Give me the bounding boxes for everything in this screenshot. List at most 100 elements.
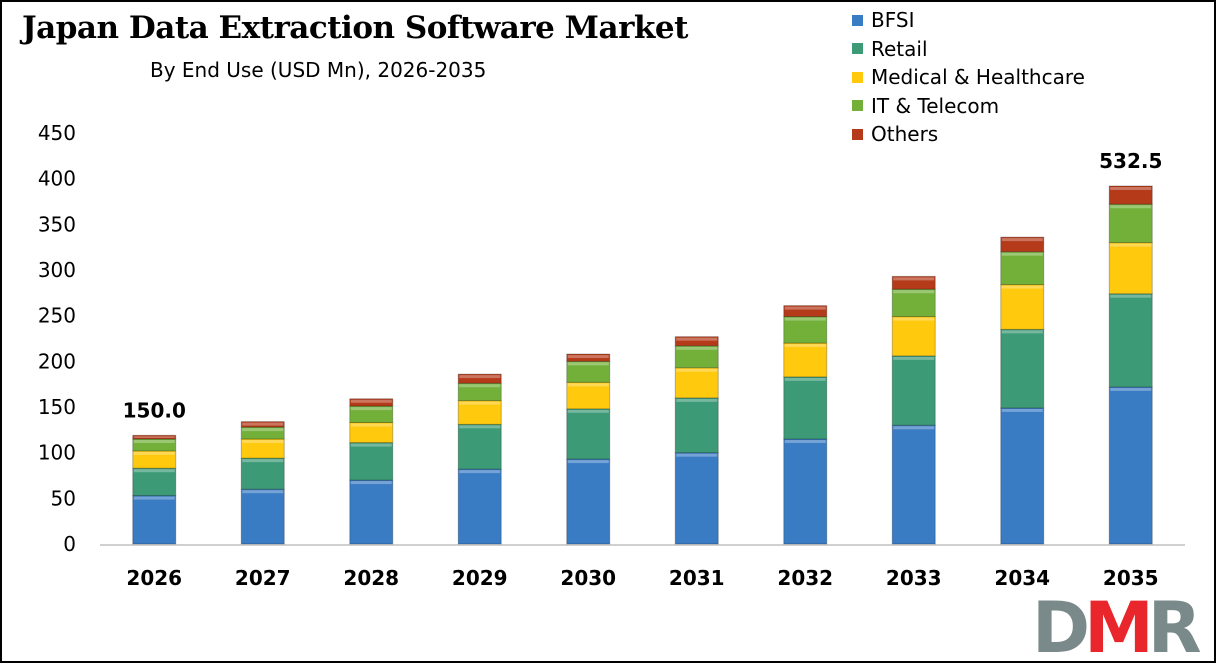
bar-segment	[674, 336, 719, 347]
bar-segment-highlight	[567, 460, 609, 464]
bar-segment-highlight	[459, 375, 501, 379]
legend-item: BFSI	[852, 6, 1085, 35]
legend-swatch	[852, 100, 863, 112]
bar-segment	[891, 355, 936, 426]
y-tick-label: 250	[38, 304, 76, 328]
y-tick-label: 50	[51, 486, 76, 510]
bar-segment-highlight	[459, 401, 501, 405]
bar-segment	[1000, 251, 1045, 286]
bar-segment-highlight	[567, 362, 609, 366]
bar-segment	[349, 479, 394, 545]
bar-segment-highlight	[1110, 387, 1152, 391]
y-tick-label: 300	[38, 258, 76, 282]
bar-segment-highlight	[350, 399, 392, 403]
bar-segment-highlight	[567, 383, 609, 387]
bar-segment-highlight	[784, 317, 826, 321]
bar-segment-highlight	[350, 443, 392, 447]
bar-segment	[457, 423, 502, 470]
y-tick-label: 150	[38, 395, 76, 419]
bar-segment-highlight	[784, 439, 826, 443]
bar-segment-highlight	[784, 377, 826, 381]
bar-segment	[891, 288, 936, 318]
x-tick-label: 2028	[343, 566, 399, 590]
y-tick-label: 350	[38, 212, 76, 236]
bar-segment-highlight	[133, 451, 175, 455]
bar-segment-highlight	[893, 317, 935, 321]
bar-segment	[891, 424, 936, 545]
bar-segment-highlight	[133, 436, 175, 438]
y-tick-label: 0	[63, 532, 76, 556]
legend-label: Medical & Healthcare	[871, 65, 1085, 90]
bar-segment-highlight	[1001, 285, 1043, 289]
bar-segment-highlight	[784, 344, 826, 348]
bar-segment	[891, 275, 936, 290]
legend-label: Others	[871, 122, 939, 147]
bar-segment-highlight	[350, 481, 392, 485]
bar-segment-highlight	[1110, 243, 1152, 247]
bar-segment-highlight	[893, 426, 935, 430]
bar-segment-highlight	[893, 356, 935, 360]
bar-segment	[783, 305, 828, 318]
data-label: 150.0	[123, 398, 186, 422]
bar-segment	[1000, 284, 1045, 330]
bar-segment	[566, 353, 611, 362]
bar-segment	[349, 442, 394, 481]
bar-segment-highlight	[567, 409, 609, 413]
bar-segment-highlight	[676, 337, 718, 341]
bar-segment-highlight	[459, 384, 501, 388]
legend-swatch	[852, 71, 863, 83]
bar-segment-highlight	[459, 425, 501, 429]
x-tick-label: 2030	[560, 566, 616, 590]
bar-segment	[783, 316, 828, 344]
legend-swatch	[852, 43, 863, 55]
y-tick-label: 450	[38, 121, 76, 145]
bar-segment	[1000, 236, 1045, 253]
legend-swatch	[852, 14, 863, 26]
bar-segment	[674, 452, 719, 545]
bar-segment	[1108, 185, 1153, 205]
y-tick-label: 200	[38, 349, 76, 373]
bar-segment-highlight	[1001, 238, 1043, 242]
logo-letter-d: D	[1032, 587, 1090, 669]
bar-segment-highlight	[350, 407, 392, 411]
legend-item: IT & Telecom	[852, 92, 1085, 121]
bar-segment	[1108, 203, 1153, 244]
legend-item: Retail	[852, 35, 1085, 64]
bar-segment	[1108, 242, 1153, 295]
dmr-logo: DMR	[1032, 593, 1202, 663]
bar-segment-highlight	[1001, 330, 1043, 334]
bar-segment-highlight	[784, 306, 826, 310]
bar-segment	[674, 367, 719, 399]
bar-segment-highlight	[242, 422, 284, 426]
bar-segment-highlight	[1110, 186, 1152, 190]
bar-segment-highlight	[1110, 294, 1152, 298]
bar-segment	[783, 376, 828, 440]
x-tick-label: 2034	[994, 566, 1050, 590]
bar-segment	[240, 421, 285, 428]
bar-segment	[349, 398, 394, 407]
chart-subtitle: By End Use (USD Mn), 2026-2035	[150, 58, 487, 82]
x-tick-label: 2031	[669, 566, 725, 590]
bar-segment	[891, 316, 936, 357]
bar-segment-highlight	[459, 470, 501, 474]
bar-segment-highlight	[676, 346, 718, 350]
bar-segment	[783, 342, 828, 378]
bar-segment-highlight	[133, 439, 175, 443]
bar-segment	[457, 468, 502, 545]
logo-letter-m: M	[1084, 587, 1154, 669]
bar-segment	[1000, 407, 1045, 545]
x-tick-label: 2032	[777, 566, 833, 590]
bar-segment	[240, 488, 285, 545]
x-tick-label: 2033	[886, 566, 942, 590]
bar-segment	[566, 408, 611, 460]
y-tick-label: 100	[38, 441, 76, 465]
bar-segment	[566, 458, 611, 545]
bar-segment	[457, 373, 502, 384]
y-tick-label: 400	[38, 167, 76, 191]
bar-segment-highlight	[676, 453, 718, 457]
bar-segment	[240, 438, 285, 459]
bar-segment	[1000, 328, 1045, 409]
bar-segment-highlight	[1110, 205, 1152, 209]
bar-segment	[240, 457, 285, 490]
